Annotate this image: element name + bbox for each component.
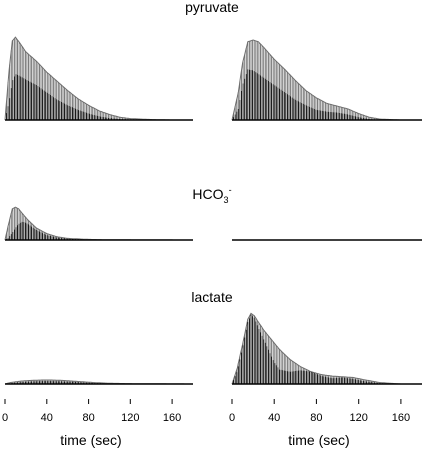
panel-0-1 <box>231 39 422 121</box>
row-titles: pyruvate HCO3- lactate <box>185 0 239 305</box>
row-title-subscript: 3 <box>224 195 229 205</box>
row-title-0: pyruvate <box>185 0 239 15</box>
x-axis-label: time (sec) <box>60 432 121 448</box>
x-axis-0: 0 40 80 120 160 time (sec) <box>2 399 181 448</box>
row-title-superscript: - <box>229 185 232 195</box>
row-title-main: HCO <box>192 186 223 202</box>
row-title-main: pyruvate <box>185 0 239 15</box>
x-tick-label: 40 <box>41 412 53 424</box>
panel-2-0 <box>4 379 193 385</box>
x-axis-1: 0 40 80 120 160 time (sec) <box>229 399 410 448</box>
x-tick-label: 80 <box>82 412 94 424</box>
x-tick-label: 0 <box>2 412 8 424</box>
panel-0-0 <box>4 36 193 121</box>
row-title-1: HCO3- <box>192 185 231 205</box>
panels <box>4 36 422 385</box>
x-tick-label: 120 <box>350 412 368 424</box>
row-title-main: lactate <box>191 289 232 305</box>
row-title-2: lactate <box>191 289 232 305</box>
x-tick-label: 160 <box>163 412 181 424</box>
x-tick-label: 120 <box>121 412 139 424</box>
x-axis-label: time (sec) <box>288 432 349 448</box>
x-tick-label: 160 <box>392 412 410 424</box>
axes: 0 40 80 120 160 time (sec) 0 40 80 120 160 time (se… <box>2 399 410 448</box>
x-tick-label: 40 <box>268 412 280 424</box>
panel-1-0 <box>4 206 193 241</box>
panel-2-1 <box>231 312 422 385</box>
x-tick-label: 80 <box>310 412 322 424</box>
x-tick-label: 0 <box>229 412 235 424</box>
